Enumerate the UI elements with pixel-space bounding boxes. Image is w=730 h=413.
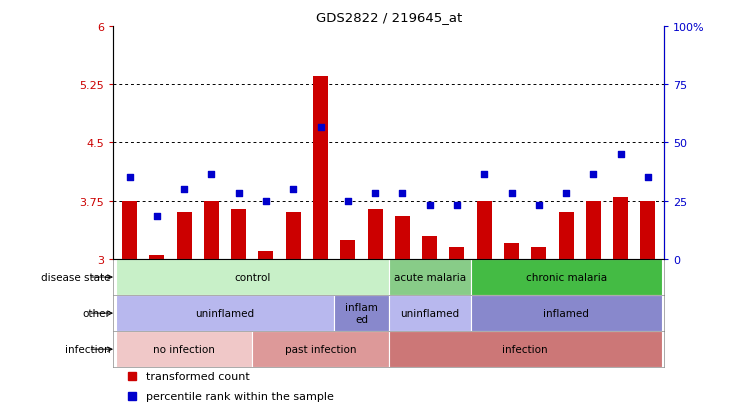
Point <box>288 186 299 193</box>
Point <box>342 198 353 204</box>
Point <box>533 202 545 209</box>
Bar <box>558 213 574 259</box>
Point <box>615 152 626 158</box>
Title: GDS2822 / 219645_at: GDS2822 / 219645_at <box>315 11 462 24</box>
Point <box>588 171 599 178</box>
Bar <box>395 217 410 259</box>
Bar <box>531 248 546 259</box>
Text: acute malaria: acute malaria <box>393 273 466 282</box>
Point <box>451 202 463 209</box>
Bar <box>177 213 191 259</box>
Text: infection: infection <box>502 344 548 354</box>
Bar <box>368 209 383 259</box>
Text: inflam
ed: inflam ed <box>345 303 378 324</box>
Bar <box>640 201 656 259</box>
Point <box>233 190 245 197</box>
Bar <box>122 201 137 259</box>
Text: chronic malaria: chronic malaria <box>526 273 607 282</box>
Bar <box>477 201 492 259</box>
Point <box>424 202 436 209</box>
Text: uninflamed: uninflamed <box>400 309 459 318</box>
Bar <box>586 201 601 259</box>
Bar <box>471 259 661 295</box>
Bar <box>340 240 356 259</box>
Text: infection: infection <box>65 344 110 354</box>
Text: inflamed: inflamed <box>543 309 589 318</box>
Point <box>178 186 190 193</box>
Bar <box>504 244 519 259</box>
Bar <box>422 236 437 259</box>
Bar <box>150 256 164 259</box>
Bar <box>389 295 471 331</box>
Bar <box>313 77 328 259</box>
Bar <box>116 259 389 295</box>
Text: no infection: no infection <box>153 344 215 354</box>
Bar <box>285 213 301 259</box>
Text: transformed count: transformed count <box>146 371 250 382</box>
Bar <box>613 197 628 259</box>
Text: uninflamed: uninflamed <box>196 309 255 318</box>
Bar <box>253 331 389 367</box>
Bar <box>450 248 464 259</box>
Text: percentile rank within the sample: percentile rank within the sample <box>146 392 334 401</box>
Bar <box>471 295 661 331</box>
Point <box>260 198 272 204</box>
Point <box>123 175 135 181</box>
Point <box>315 124 326 131</box>
Bar <box>116 331 253 367</box>
Bar <box>231 209 246 259</box>
Bar <box>116 295 334 331</box>
Text: other: other <box>82 309 110 318</box>
Text: control: control <box>234 273 271 282</box>
Point <box>396 190 408 197</box>
Bar <box>334 295 389 331</box>
Point <box>206 171 218 178</box>
Text: disease state: disease state <box>41 273 110 282</box>
Point <box>642 175 654 181</box>
Text: past infection: past infection <box>285 344 356 354</box>
Point <box>369 190 381 197</box>
Point <box>560 190 572 197</box>
Bar <box>389 331 661 367</box>
Bar <box>389 259 471 295</box>
Point <box>151 214 163 220</box>
Point <box>478 171 490 178</box>
Bar <box>258 252 274 259</box>
Bar <box>204 201 219 259</box>
Point <box>506 190 518 197</box>
